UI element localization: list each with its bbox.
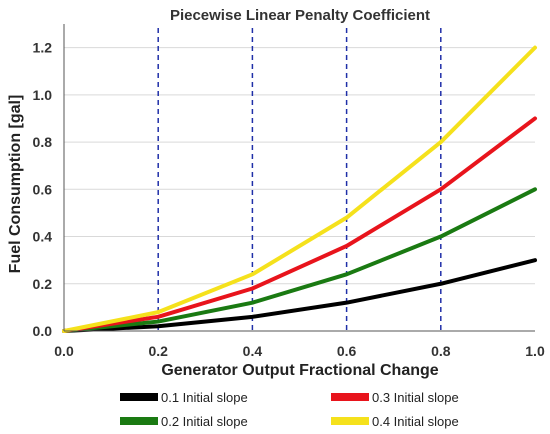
legend-item: 0.2 Initial slope [120,414,248,429]
legend-label: 0.3 Initial slope [372,390,459,405]
legend-label: 0.4 Initial slope [372,414,459,429]
reference-lines [157,28,442,331]
y-tick-labels: 0.0 0.2 0.4 0.6 0.8 1.0 1.2 [33,40,53,339]
series-lines [62,45,537,333]
series-line-1 [62,258,537,333]
y-tick-label: 0.8 [33,134,53,150]
y-axis-label: Fuel Consumption [gal] [7,95,24,274]
legend-label: 0.2 Initial slope [161,414,248,429]
x-tick-label: 0.8 [431,343,451,359]
legend-swatch [331,393,369,401]
y-tick-label: 0.0 [33,323,53,339]
legend-swatch [120,393,158,401]
x-tick-labels: 0.0 0.2 0.4 0.6 0.8 1.0 [54,343,545,359]
y-tick-label: 0.6 [33,181,53,197]
x-tick-label: 1.0 [525,343,545,359]
y-tick-label: 1.2 [33,40,53,56]
x-tick-label: 0.6 [337,343,357,359]
legend: 0.1 Initial slope 0.2 Initial slope 0.3 In… [120,390,459,429]
gridlines [64,47,535,285]
x-tick-label: 0.0 [54,343,74,359]
legend-label: 0.1 Initial slope [161,390,248,405]
x-tick-label: 0.4 [243,343,263,359]
series-line-3 [62,116,537,333]
x-tick-label: 0.2 [148,343,168,359]
y-tick-label: 0.4 [33,229,53,245]
series-line-2 [62,187,537,333]
x-axis-label: Generator Output Fractional Change [161,362,438,379]
legend-item: 0.1 Initial slope [120,390,248,405]
legend-swatch [331,417,369,425]
axes [63,24,535,332]
legend-item: 0.4 Initial slope [331,414,459,429]
legend-swatch [120,417,158,425]
y-tick-label: 1.0 [33,87,53,103]
y-tick-label: 0.2 [33,276,53,292]
chart-title: Piecewise Linear Penalty Coefficient [170,7,430,24]
legend-item: 0.3 Initial slope [331,390,459,405]
series-line-4 [62,45,537,333]
